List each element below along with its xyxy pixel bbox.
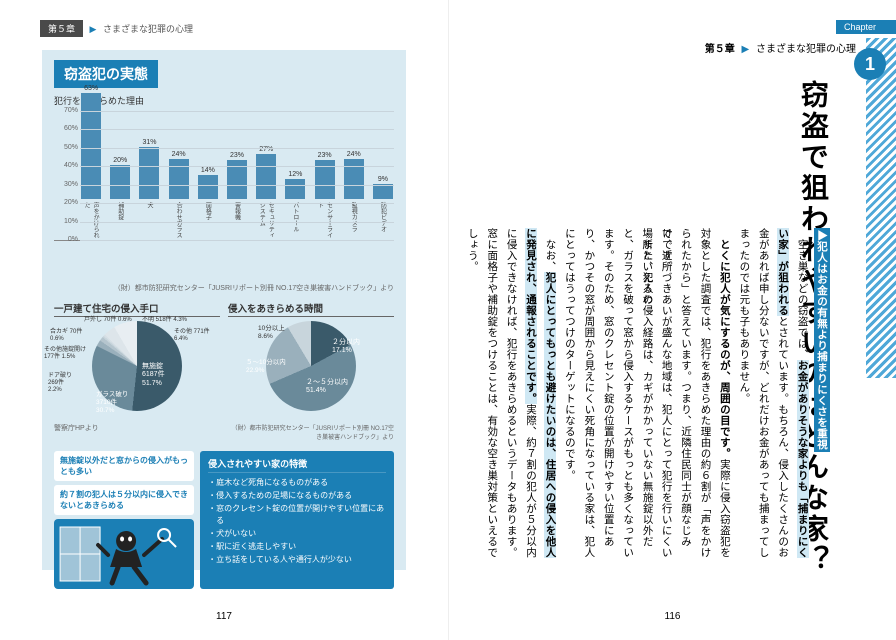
chapter-title: さまざまな犯罪の心理: [103, 24, 193, 34]
triangle-icon: ▶: [742, 44, 750, 55]
stripe-decoration: [866, 38, 896, 378]
pie1-title: 一戸建て住宅の侵入手口: [54, 301, 220, 317]
page-left: 第５章 ▶ さまざまな犯罪の心理 窃盗犯の実態 犯行をあきらめた理由 0%10%…: [0, 0, 448, 640]
body-text-2: けです。 また、犯人の侵入経路は、カギがかかっていない無施錠以外だと、ガラスを破…: [462, 228, 676, 568]
chapter-label: 第５章: [40, 20, 83, 37]
burglar-illustration: [54, 519, 194, 589]
bar-chart: 0%10%20%30%40%50%60%70%63%声をかけられた20%補助錠3…: [54, 111, 394, 241]
bar: 24%合わせガラス: [168, 151, 190, 240]
callout-1: 無施錠以外だと窓からの侵入がもっとも多い: [54, 451, 194, 481]
pie1-col: 一戸建て住宅の侵入手口 無施錠6187件51.7%ガラス破り3710件30.7%…: [54, 301, 220, 441]
chart1-note: （財）都市防犯研究センター「JUSRIリポート別冊 NO.17空き巣被害ハンドブ…: [54, 283, 394, 293]
feature-item: 窓のクレセント錠の位置が開けやすい位置にある: [208, 503, 386, 525]
page-num-left: 117: [216, 611, 232, 622]
pie2-title: 侵入をあきらめる時間: [228, 301, 394, 317]
section-number: 1: [854, 48, 886, 80]
callout-2: 約７割の犯人は５分以内に侵入できないとあきらめる: [54, 485, 194, 515]
pie2-note: （財）都市防犯研究センター「JUSRIリポート別冊 NO.17空き巣被害ハンドブ…: [228, 423, 394, 441]
bar: 63%声をかけられた: [80, 85, 102, 240]
bar: 31%犬: [138, 139, 160, 240]
triangle-icon: ▶: [90, 24, 97, 34]
bar: 12%パトロール: [284, 171, 306, 240]
feature-box: 侵入されやすい家の特徴 庭木など死角になるものがある侵入するための足場になるもの…: [200, 451, 394, 589]
header-left: 第５章 ▶ さまざまな犯罪の心理: [40, 20, 388, 37]
feature-item: 駅に近く逃走しやすい: [208, 541, 386, 552]
chapter-num-r: 第５章: [705, 44, 735, 55]
chapter-badge: Chapter: [836, 20, 896, 34]
info-panel: 窃盗犯の実態 犯行をあきらめた理由 0%10%20%30%40%50%60%70…: [42, 50, 406, 570]
chapter-title-r: さまざまな犯罪の心理: [756, 44, 856, 55]
page-num-right: 116: [665, 611, 681, 622]
bar: 24%監視カメラ: [343, 151, 365, 240]
page-right: Chapter 第５章 ▶ さまざまな犯罪の心理 1 窃盗で狙われやすいのはどん…: [448, 0, 896, 640]
feature-item: 犬がいない: [208, 528, 386, 539]
bar: 20%補助錠: [109, 157, 131, 240]
feature-item: 侵入するための足場になるものがある: [208, 490, 386, 501]
chart1-label: 犯行をあきらめた理由: [54, 94, 394, 107]
header-right: 第５章 ▶ さまざまな犯罪の心理: [705, 40, 856, 55]
pie2-col: 侵入をあきらめる時間 ２分以内17.1%２～５分以内51.4%５～10分以内22…: [228, 301, 394, 441]
pie1-note: 警察庁HPより: [54, 423, 220, 433]
feature-item: 庭木など死角になるものがある: [208, 477, 386, 488]
panel-title: 窃盗犯の実態: [54, 60, 158, 88]
feature-item: 立ち話をしている人や通行人が少ない: [208, 554, 386, 565]
bar: 27%セキュリティシステム: [255, 146, 277, 241]
feature-title: 侵入されやすい家の特徴: [208, 457, 386, 473]
